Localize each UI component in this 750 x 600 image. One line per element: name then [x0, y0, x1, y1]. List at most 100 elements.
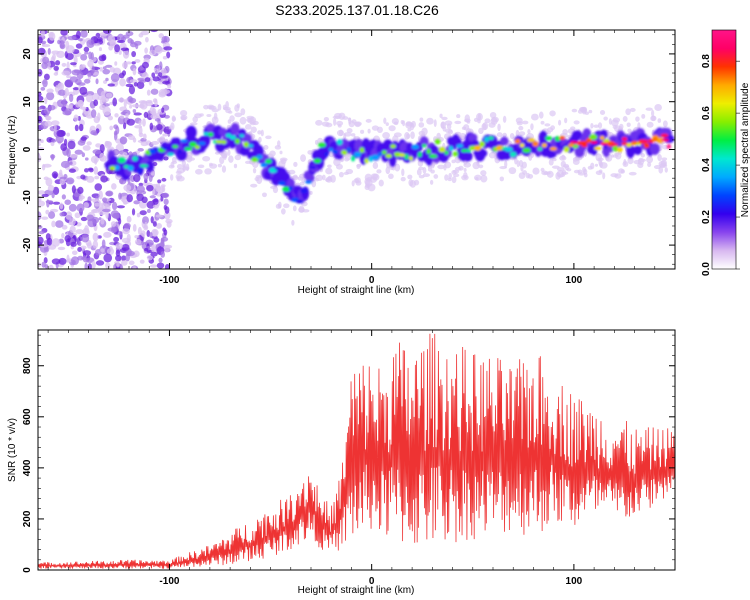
- heatmap-halo-cell: [279, 157, 288, 162]
- heatmap-halo-cell: [516, 121, 523, 126]
- heatmap-halo-cell: [195, 168, 203, 175]
- heatmap-halo-cell: [309, 190, 313, 195]
- heatmap-noise-cell: [155, 185, 162, 192]
- heatmap-noise-cell: [123, 222, 131, 229]
- heatmap-noise-cell: [139, 259, 145, 264]
- heatmap-halo-cell: [612, 154, 619, 158]
- heatmap-noise-cell: [65, 52, 74, 61]
- heatmap-noise-cell: [120, 47, 130, 51]
- heatmap-noise-cell: [103, 80, 108, 84]
- heatmap-noise-cell: [157, 118, 161, 125]
- snr-frame: [37, 329, 676, 571]
- heatmap-noise-cell: [126, 215, 132, 223]
- heatmap-noise-cell: [146, 184, 154, 192]
- heatmap-noise-cell: [53, 124, 57, 132]
- heatmap-noise-cell: [38, 138, 43, 143]
- heatmap-noise-cell: [134, 239, 142, 245]
- heatmap-noise-cell: [38, 196, 42, 203]
- heatmap-noise-cell: [138, 182, 144, 187]
- heatmap-noise-cell: [45, 209, 50, 215]
- heatmap-halo-cell: [240, 108, 246, 116]
- heatmap-noise-cell: [139, 79, 147, 83]
- heatmap-noise-cell: [107, 83, 115, 87]
- heatmap-ridge-core: [452, 151, 459, 157]
- heatmap-noise-cell: [132, 137, 137, 143]
- heatmap-noise-cell: [149, 49, 157, 56]
- heatmap-noise-cell: [77, 139, 86, 146]
- heatmap-noise-cell: [149, 195, 156, 199]
- heatmap-halo-cell: [356, 164, 361, 170]
- colorbar-ticks: 0.0 0.2 0.4 0.6 0.8: [701, 54, 740, 276]
- heatmap-noise-cell: [126, 194, 133, 203]
- heatmap-noise-cell: [65, 211, 73, 220]
- heatmap-ridge-core: [328, 147, 334, 152]
- heatmap-noise-cell: [92, 240, 99, 249]
- heatmap-noise-cell: [105, 92, 113, 98]
- heatmap-noise-cell: [138, 103, 145, 109]
- heatmap-noise-cell: [146, 255, 154, 261]
- heatmap-ridge-core: [212, 139, 218, 144]
- heatmap-noise-cell: [38, 91, 42, 97]
- heatmap-halo-cell: [577, 169, 583, 174]
- heatmap-halo-cell: [338, 129, 344, 136]
- heatmap-halo-cell: [481, 123, 487, 131]
- heatmap-noise-cell: [152, 198, 159, 205]
- heatmap-halo-cell: [625, 108, 631, 116]
- heatmap-noise-cell: [59, 176, 67, 180]
- heatmap-ridge-core: [411, 144, 420, 150]
- heatmap-noise-cell: [38, 111, 41, 117]
- heatmap-halo-cell: [245, 160, 251, 164]
- heatmap-noise-cell: [138, 120, 142, 126]
- heatmap-halo-cell: [171, 160, 178, 165]
- heatmap-noise-cell: [86, 141, 92, 146]
- heatmap-noise-cell: [110, 73, 120, 83]
- heatmap-noise-cell: [123, 184, 132, 192]
- heatmap-halo-cell: [564, 117, 568, 124]
- heatmap-noise-cell: [38, 211, 42, 221]
- heatmap-noise-cell: [136, 212, 141, 218]
- heatmap-halo-cell: [629, 107, 636, 113]
- heatmap-halo-cell: [228, 155, 234, 163]
- heatmap-noise-cell: [159, 136, 166, 142]
- heatmap-halo-cell: [254, 176, 260, 182]
- heatmap-halo-cell: [504, 160, 508, 168]
- heatmap-noise-cell: [42, 163, 52, 168]
- heatmap-noise-cell: [150, 113, 158, 120]
- heatmap-noise-cell: [100, 248, 105, 253]
- heatmap-halo-cell: [646, 155, 654, 164]
- heatmap-noise-cell: [68, 168, 76, 173]
- heatmap-noise-cell: [156, 223, 163, 229]
- heatmap-noise-cell: [143, 173, 149, 181]
- heatmap-noise-cell: [160, 67, 167, 76]
- heatmap-halo-cell: [260, 129, 264, 137]
- heatmap-noise-cell: [150, 30, 158, 33]
- heatmap-noise-cell: [41, 216, 49, 220]
- heatmap-ridge-cell: [383, 139, 393, 150]
- heatmap-halo-cell: [192, 116, 198, 123]
- heatmap-noise-cell: [66, 75, 72, 79]
- heatmap-noise-cell: [134, 59, 141, 63]
- heatmap-halo-cell: [518, 131, 526, 136]
- heatmap-halo-cell: [360, 129, 365, 134]
- heatmap-halo-cell: [354, 121, 361, 128]
- heatmap-halo-cell: [582, 166, 587, 173]
- heatmap-halo-cell: [176, 167, 185, 174]
- heatmap-noise-cell: [142, 61, 149, 69]
- heatmap-noise-cell: [43, 107, 51, 115]
- heatmap-noise-cell: [122, 152, 128, 159]
- heatmap-noise-cell: [105, 77, 109, 82]
- heatmap-noise-cell: [68, 93, 74, 103]
- heatmap-halo-cell: [333, 158, 341, 167]
- heatmap-noise-cell: [48, 211, 56, 219]
- heatmap-ridge-core: [581, 143, 588, 148]
- heatmap-halo-cell: [250, 183, 258, 188]
- heatmap-noise-cell: [83, 46, 90, 53]
- heatmap-noise-cell: [125, 83, 134, 88]
- heatmap-ridge-core: [563, 146, 570, 153]
- heatmap-noise-cell: [152, 98, 158, 103]
- heatmap-ridge-core: [545, 136, 553, 141]
- heatmap-halo-cell: [257, 130, 262, 135]
- heatmap-noise-cell: [143, 133, 147, 140]
- heatmap-noise-cell: [115, 249, 121, 257]
- heatmap-noise-cell: [91, 92, 100, 102]
